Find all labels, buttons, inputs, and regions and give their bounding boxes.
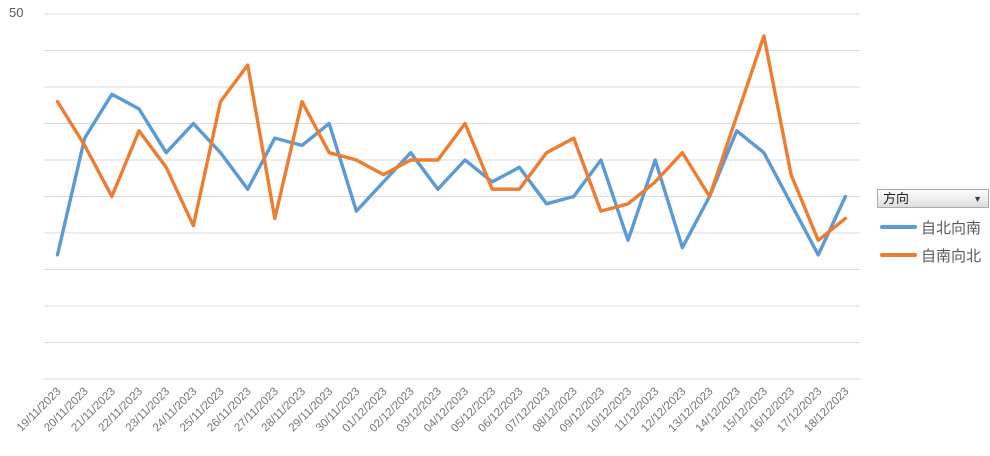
chart-legend: 自北向南 自南向北 [880, 218, 981, 274]
legend-item-south-to-north: 自南向北 [880, 246, 982, 265]
legend-item-north-to-south: 自北向南 [880, 218, 982, 237]
series-line-swatch-orange [880, 253, 917, 257]
pivot-field-label: 方向 [883, 191, 910, 206]
series-line-0 [55, 92, 848, 257]
pivot-field-button-direction[interactable]: 方向 ▼ [877, 189, 989, 208]
legend-label: 自北向南 [921, 219, 982, 237]
legend-label: 自南向北 [921, 247, 982, 265]
dropdown-arrow-icon[interactable]: ▼ [973, 193, 982, 204]
series-line-swatch-blue [880, 225, 917, 229]
series-line-1 [55, 34, 848, 243]
y-axis-max-label: 50 [9, 5, 24, 20]
